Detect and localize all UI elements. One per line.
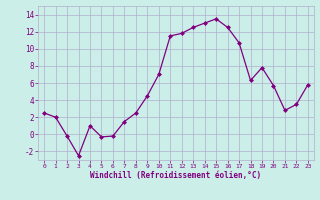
- X-axis label: Windchill (Refroidissement éolien,°C): Windchill (Refroidissement éolien,°C): [91, 171, 261, 180]
